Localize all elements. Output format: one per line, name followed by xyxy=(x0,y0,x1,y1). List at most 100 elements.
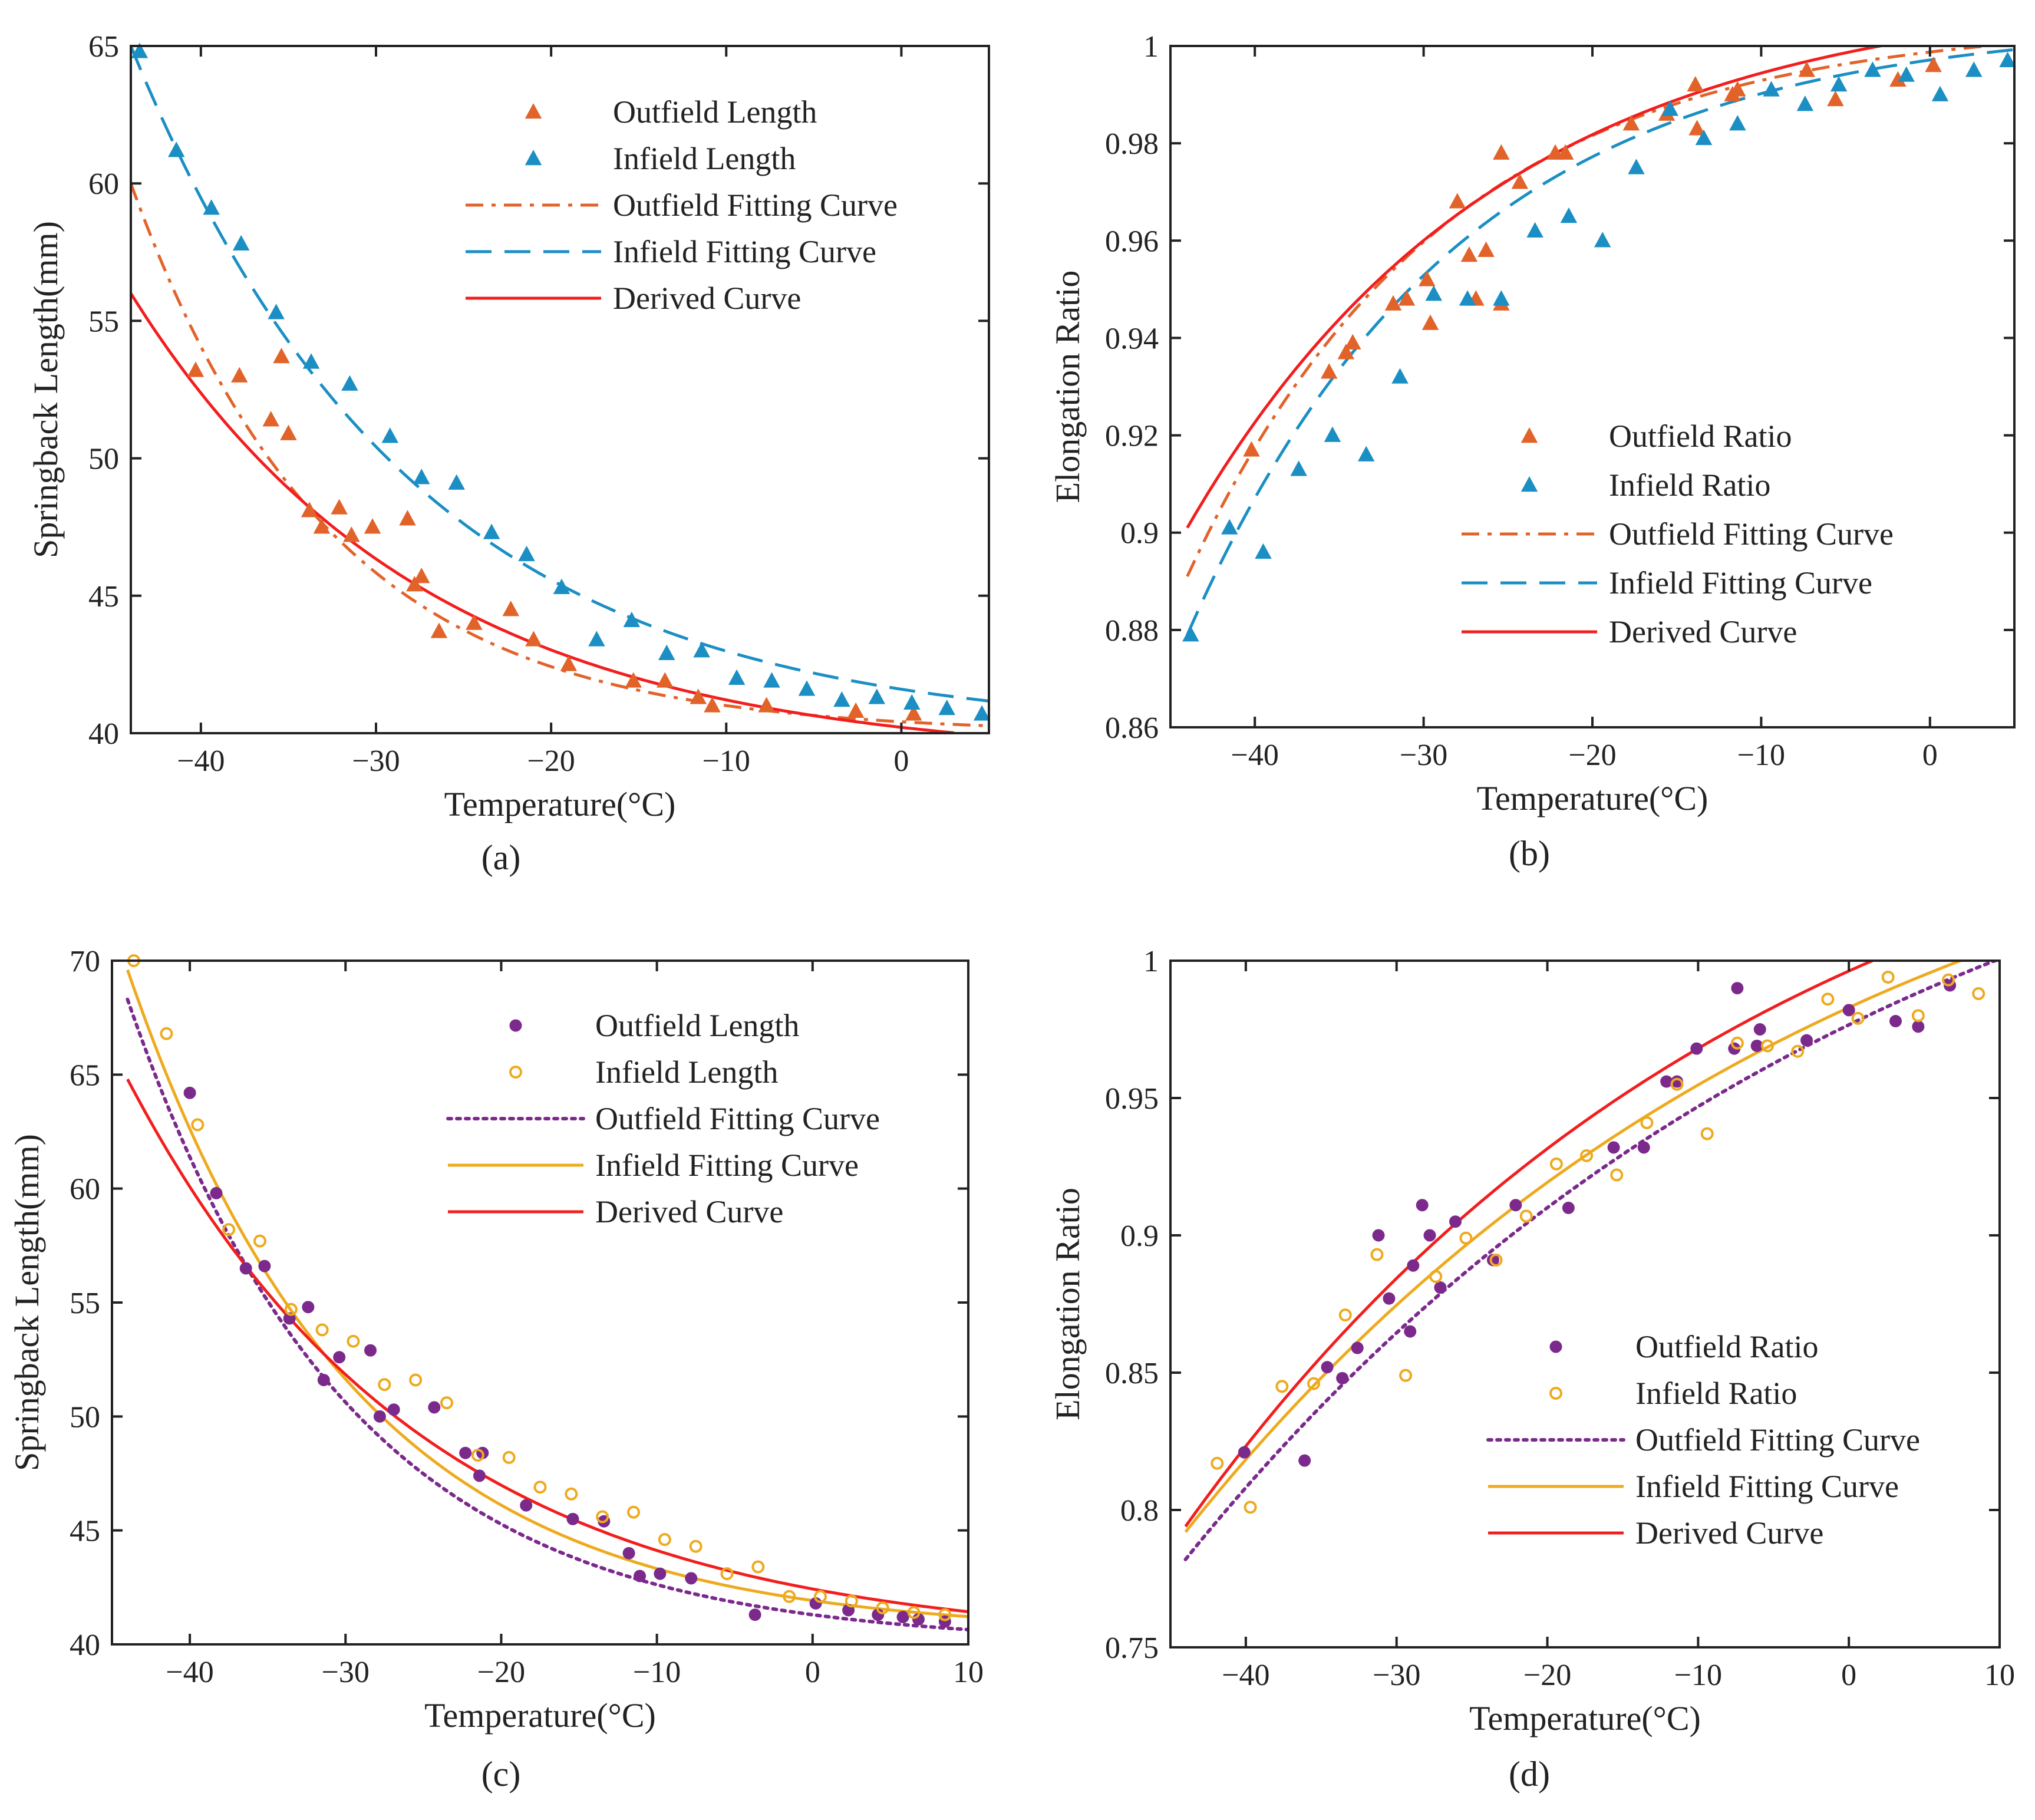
y-tick-label: 0.98 xyxy=(1105,127,1159,161)
point-infield-ratio xyxy=(1999,51,2016,68)
point-outfield-ratio xyxy=(1671,1075,1684,1088)
point-outfield-length xyxy=(239,1262,252,1275)
point-outfield-length xyxy=(809,1597,822,1610)
y-tick-label: 55 xyxy=(70,1287,100,1320)
point-infield-length xyxy=(553,578,570,595)
y-tick-label: 65 xyxy=(70,1059,100,1092)
point-outfield-ratio xyxy=(1486,1254,1499,1267)
point-outfield-length xyxy=(896,1611,909,1624)
legend-marker xyxy=(1521,476,1538,492)
point-infield-length xyxy=(693,642,710,658)
legend-label: Infield Length xyxy=(595,1054,778,1090)
point-infield-length xyxy=(413,469,430,484)
point-infield-length xyxy=(131,42,149,58)
point-infield-ratio xyxy=(1661,100,1678,116)
point-outfield-ratio xyxy=(1753,1023,1766,1036)
y-tick-label: 0.95 xyxy=(1105,1082,1159,1116)
point-infield-length xyxy=(658,1533,671,1547)
y-tick-label: 0.88 xyxy=(1105,614,1159,648)
x-tick-label: 10 xyxy=(1984,1659,2015,1692)
curve-infield-fitting-curve xyxy=(1186,48,2014,636)
x-tick-label: −40 xyxy=(177,744,225,778)
point-infield-ratio xyxy=(1796,95,1814,111)
legend-label: Outfield Fitting Curve xyxy=(595,1101,880,1136)
point-outfield-ratio xyxy=(1383,1292,1396,1305)
y-tick-label: 0.85 xyxy=(1105,1357,1159,1390)
y-tick-label: 0.92 xyxy=(1105,420,1159,453)
point-infield-length xyxy=(378,1378,391,1392)
point-outfield-length xyxy=(187,361,205,377)
plot-frame xyxy=(1169,960,2001,1648)
legend-label: Infield Length xyxy=(613,141,796,176)
point-outfield-ratio xyxy=(1416,1199,1429,1212)
point-outfield-length xyxy=(690,688,707,704)
panel-d: −40 −30 −20 −10 0 10 0.75 0.8 0.85 0.9 0.95 1 Temper… xyxy=(1048,945,2015,1793)
point-infield-ratio xyxy=(1211,1456,1224,1470)
point-infield-ratio xyxy=(1519,1209,1533,1223)
point-outfield-ratio xyxy=(1800,1034,1813,1047)
point-outfield-length xyxy=(872,1608,885,1621)
x-tick-label: 0 xyxy=(893,744,909,778)
point-infield-ratio xyxy=(1965,61,1983,77)
x-tick-label: −30 xyxy=(322,1656,370,1689)
point-infield-ratio xyxy=(1729,115,1746,131)
point-infield-length xyxy=(596,1510,609,1524)
point-outfield-ratio xyxy=(1827,90,1844,107)
point-outfield-ratio xyxy=(1423,1229,1436,1242)
point-outfield-ratio xyxy=(1449,1215,1462,1228)
point-outfield-ratio xyxy=(1731,982,1744,995)
y-tick-label: 1 xyxy=(1143,945,1159,978)
y-tick-label: 1 xyxy=(1143,30,1159,64)
point-outfield-ratio xyxy=(1750,1039,1763,1052)
x-tick-label: 0 xyxy=(805,1656,820,1689)
point-infield-length xyxy=(798,680,816,696)
point-outfield-ratio xyxy=(1607,1141,1620,1154)
panel-a: −40 −30 −20 −10 0 40 45 50 55 60 65 Temperature(°C)… xyxy=(27,30,991,877)
point-infield-length xyxy=(222,1223,236,1237)
point-outfield-ratio xyxy=(1690,1042,1703,1055)
legend-label: Infield Fitting Curve xyxy=(1635,1469,1899,1504)
point-infield-ratio xyxy=(1255,543,1272,559)
x-axis-label: Temperature(°C) xyxy=(1477,779,1709,817)
point-outfield-length xyxy=(302,1301,315,1314)
legend-label: Derived Curve xyxy=(595,1194,783,1229)
point-infield-length xyxy=(409,1373,423,1387)
point-infield-length xyxy=(658,644,675,660)
point-outfield-length xyxy=(331,499,348,515)
point-infield-ratio xyxy=(1730,1036,1744,1050)
point-infield-length xyxy=(565,1487,578,1501)
point-outfield-length xyxy=(634,1570,647,1582)
point-infield-length xyxy=(191,1118,205,1132)
panel-label: (a) xyxy=(481,838,521,877)
point-outfield-ratio xyxy=(1925,57,1942,72)
legend-marker xyxy=(525,103,542,119)
point-outfield-ratio xyxy=(1243,441,1260,457)
point-infield-ratio xyxy=(1425,285,1443,301)
point-outfield-ratio xyxy=(1842,1004,1855,1017)
x-tick-label: −20 xyxy=(1523,1659,1571,1692)
point-infield-ratio xyxy=(1221,519,1238,535)
y-tick-label: 45 xyxy=(88,580,119,614)
point-outfield-ratio xyxy=(1798,61,1815,77)
point-outfield-length xyxy=(847,702,865,718)
point-outfield-length xyxy=(758,697,775,713)
point-outfield-length xyxy=(399,510,416,526)
point-infield-length xyxy=(907,1605,921,1619)
legend-label: Derived Curve xyxy=(1609,614,1797,649)
point-outfield-ratio xyxy=(1460,246,1478,262)
legend-label: Infield Fitting Curve xyxy=(1609,565,1872,601)
point-infield-ratio xyxy=(1761,1039,1775,1053)
point-outfield-length xyxy=(704,697,721,713)
point-infield-length xyxy=(203,199,220,215)
point-infield-ratio xyxy=(1821,993,1835,1006)
plot-frame xyxy=(1169,45,2016,728)
legend-label: Outfield Fitting Curve xyxy=(1609,516,1894,552)
point-infield-ratio xyxy=(1307,1377,1321,1390)
point-infield-ratio xyxy=(1670,1077,1684,1091)
x-axis-label: Temperature(°C) xyxy=(424,1696,656,1735)
point-infield-length xyxy=(627,1505,641,1519)
x-tick-label: −40 xyxy=(1222,1659,1269,1692)
x-tick-label: 0 xyxy=(1922,738,1938,772)
point-infield-length xyxy=(623,611,641,628)
point-infield-ratio xyxy=(1851,1011,1865,1025)
